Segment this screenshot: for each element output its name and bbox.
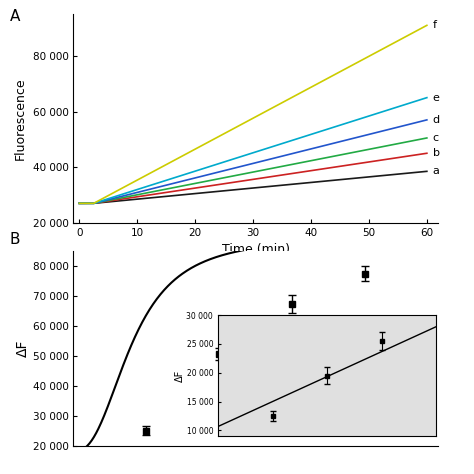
Text: f: f (433, 20, 437, 30)
Text: 20 nt: 20 nt (146, 33, 165, 39)
Y-axis label: Fluorescence: Fluorescence (14, 77, 27, 160)
Text: c: c (433, 133, 439, 143)
Text: e: e (433, 92, 439, 103)
Text: a: a (433, 166, 439, 176)
Y-axis label: ΔF: ΔF (175, 370, 185, 382)
X-axis label: Time (min): Time (min) (222, 243, 290, 256)
Text: d: d (433, 115, 440, 125)
Text: B: B (9, 232, 20, 247)
Text: b: b (433, 148, 440, 158)
Y-axis label: ΔF: ΔF (16, 340, 30, 357)
Ellipse shape (153, 54, 188, 88)
Text: A: A (9, 9, 20, 25)
